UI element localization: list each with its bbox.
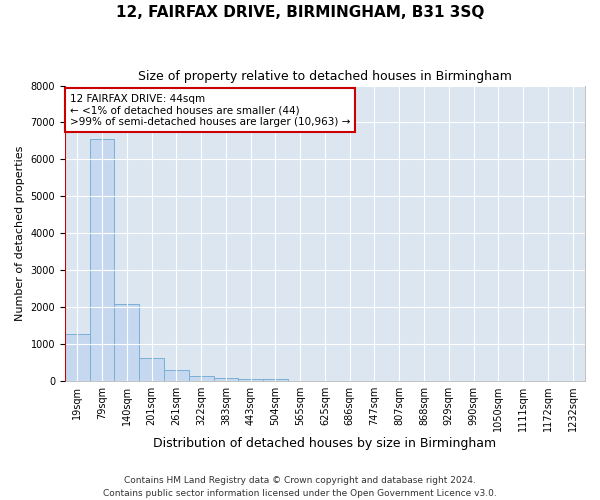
Bar [189, 376, 214, 381]
Text: 12, FAIRFAX DRIVE, BIRMINGHAM, B31 3SQ: 12, FAIRFAX DRIVE, BIRMINGHAM, B31 3SQ [116, 5, 484, 20]
Bar [115, 304, 139, 381]
Bar [263, 379, 288, 381]
Text: 12 FAIRFAX DRIVE: 44sqm
← <1% of detached houses are smaller (44)
>99% of semi-d: 12 FAIRFAX DRIVE: 44sqm ← <1% of detache… [70, 94, 350, 127]
Bar [65, 334, 89, 381]
Y-axis label: Number of detached properties: Number of detached properties [15, 146, 25, 321]
Bar [89, 140, 115, 381]
Title: Size of property relative to detached houses in Birmingham: Size of property relative to detached ho… [138, 70, 512, 83]
Text: Contains HM Land Registry data © Crown copyright and database right 2024.
Contai: Contains HM Land Registry data © Crown c… [103, 476, 497, 498]
Bar [139, 358, 164, 381]
Bar [238, 379, 263, 381]
X-axis label: Distribution of detached houses by size in Birmingham: Distribution of detached houses by size … [154, 437, 497, 450]
Bar [164, 370, 189, 381]
Bar [214, 378, 238, 381]
